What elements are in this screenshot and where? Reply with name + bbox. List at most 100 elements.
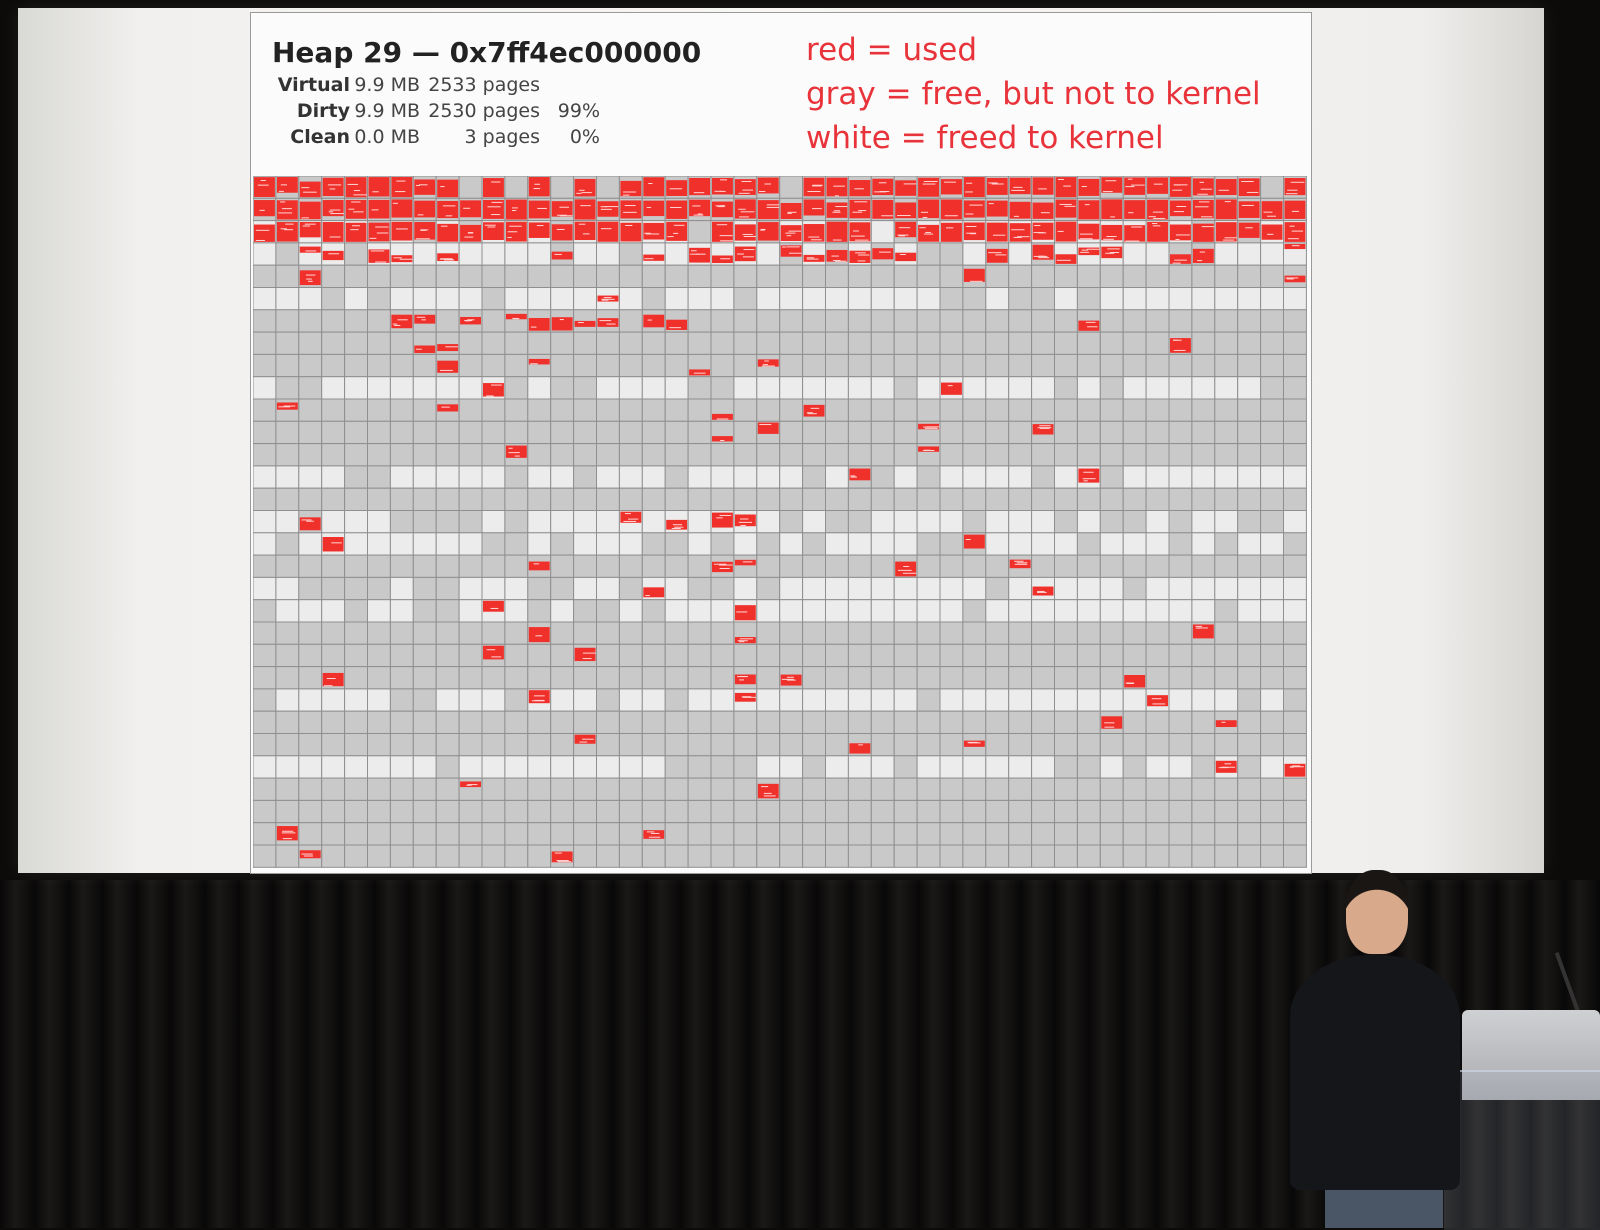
curtain-fold xyxy=(986,880,1020,1228)
page-used xyxy=(1031,197,1055,222)
page-free-not-to-kernel xyxy=(344,777,368,801)
stat-label: Virtual xyxy=(277,74,350,96)
page-freed-to-kernel xyxy=(481,576,506,601)
page-free-not-to-kernel xyxy=(435,799,460,824)
page-free-not-to-kernel xyxy=(985,353,1010,378)
page-free-not-to-kernel xyxy=(1283,822,1307,846)
page-free-not-to-kernel xyxy=(573,777,598,801)
page-free-not-to-kernel xyxy=(687,398,712,422)
page-free-not-to-kernel xyxy=(939,443,964,467)
page-free-not-to-kernel xyxy=(321,353,346,378)
page-free-not-to-kernel xyxy=(458,353,483,378)
page-free-not-to-kernel xyxy=(916,822,941,846)
page-free-not-to-kernel xyxy=(985,420,1010,445)
page-used xyxy=(527,309,552,333)
page-free-not-to-kernel xyxy=(1145,643,1170,668)
page-free-not-to-kernel xyxy=(389,487,414,512)
page-free-not-to-kernel xyxy=(870,799,895,824)
page-free-not-to-kernel xyxy=(321,420,346,445)
page-free-not-to-kernel xyxy=(253,822,277,846)
page-free-not-to-kernel xyxy=(893,777,918,801)
page-used xyxy=(550,197,575,222)
page-free-not-to-kernel xyxy=(458,420,483,445)
page-free-not-to-kernel xyxy=(641,554,666,578)
page-free-not-to-kernel xyxy=(756,331,781,355)
page-freed-to-kernel xyxy=(298,465,323,489)
page-free-not-to-kernel xyxy=(1122,733,1147,757)
page-free-not-to-kernel xyxy=(1283,844,1307,868)
page-freed-to-kernel xyxy=(985,287,1010,311)
page-free-not-to-kernel xyxy=(573,621,598,645)
page-free-not-to-kernel xyxy=(412,487,437,512)
page-free-not-to-kernel xyxy=(367,777,391,801)
page-freed-to-kernel xyxy=(435,465,460,489)
page-used xyxy=(1283,197,1307,222)
page-free-not-to-kernel xyxy=(641,353,666,378)
page-used xyxy=(1214,176,1239,199)
page-freed-to-kernel xyxy=(344,242,368,266)
page-free-not-to-kernel xyxy=(802,420,826,445)
page-free-not-to-kernel xyxy=(893,621,918,645)
page-freed-to-kernel xyxy=(893,755,918,779)
page-freed-to-kernel xyxy=(253,755,277,779)
page-free-not-to-kernel xyxy=(504,666,529,690)
page-free-not-to-kernel xyxy=(1260,331,1284,355)
page-freed-to-kernel xyxy=(1054,465,1078,489)
page-free-not-to-kernel xyxy=(321,822,346,846)
page-free-not-to-kernel xyxy=(756,710,781,735)
page-free-not-to-kernel xyxy=(893,487,918,512)
page-used xyxy=(527,197,552,222)
page-free-not-to-kernel xyxy=(550,643,575,668)
page-free-not-to-kernel xyxy=(1191,666,1216,690)
page-free-not-to-kernel xyxy=(641,777,666,801)
page-free-not-to-kernel xyxy=(527,777,552,801)
page-free-not-to-kernel xyxy=(1168,264,1193,288)
page-used xyxy=(641,822,666,846)
page-used xyxy=(367,197,391,222)
page-free-not-to-kernel xyxy=(550,799,575,824)
page-free-not-to-kernel xyxy=(1168,710,1193,735)
page-free-not-to-kernel xyxy=(802,353,826,378)
page-freed-to-kernel xyxy=(962,755,987,779)
page-free-not-to-kernel xyxy=(550,666,575,690)
page-used xyxy=(527,353,552,378)
page-free-not-to-kernel xyxy=(779,264,804,288)
page-free-not-to-kernel xyxy=(802,643,826,668)
page-freed-to-kernel xyxy=(664,376,689,400)
page-free-not-to-kernel xyxy=(1237,353,1262,378)
page-free-not-to-kernel xyxy=(641,264,666,288)
page-free-not-to-kernel xyxy=(1145,264,1170,288)
page-free-not-to-kernel xyxy=(298,353,323,378)
curtain-fold xyxy=(1156,880,1190,1228)
page-free-not-to-kernel xyxy=(1214,844,1239,868)
page-free-not-to-kernel xyxy=(1076,554,1101,578)
page-freed-to-kernel xyxy=(412,576,437,601)
page-freed-to-kernel xyxy=(1214,242,1239,266)
page-used xyxy=(710,176,735,199)
page-free-not-to-kernel xyxy=(756,554,781,578)
page-free-not-to-kernel xyxy=(458,331,483,355)
page-freed-to-kernel xyxy=(756,532,781,556)
page-used xyxy=(641,220,666,244)
curtain-fold xyxy=(816,880,850,1228)
page-free-not-to-kernel xyxy=(870,443,895,467)
page-free-not-to-kernel xyxy=(367,643,391,668)
page-free-not-to-kernel xyxy=(733,799,758,824)
page-freed-to-kernel xyxy=(344,755,368,779)
page-used xyxy=(847,176,872,199)
page-free-not-to-kernel xyxy=(1237,844,1262,868)
page-used xyxy=(1145,176,1170,199)
page-freed-to-kernel xyxy=(1237,599,1262,623)
page-freed-to-kernel xyxy=(367,755,391,779)
page-free-not-to-kernel xyxy=(870,621,895,645)
page-free-not-to-kernel xyxy=(779,309,804,333)
page-used xyxy=(985,197,1010,222)
page-used xyxy=(504,309,529,333)
page-freed-to-kernel xyxy=(1076,510,1101,534)
page-free-not-to-kernel xyxy=(733,777,758,801)
page-freed-to-kernel xyxy=(1191,755,1216,779)
page-free-not-to-kernel xyxy=(802,487,826,512)
page-freed-to-kernel xyxy=(1031,465,1055,489)
page-freed-to-kernel xyxy=(458,576,483,601)
page-used xyxy=(527,554,552,578)
